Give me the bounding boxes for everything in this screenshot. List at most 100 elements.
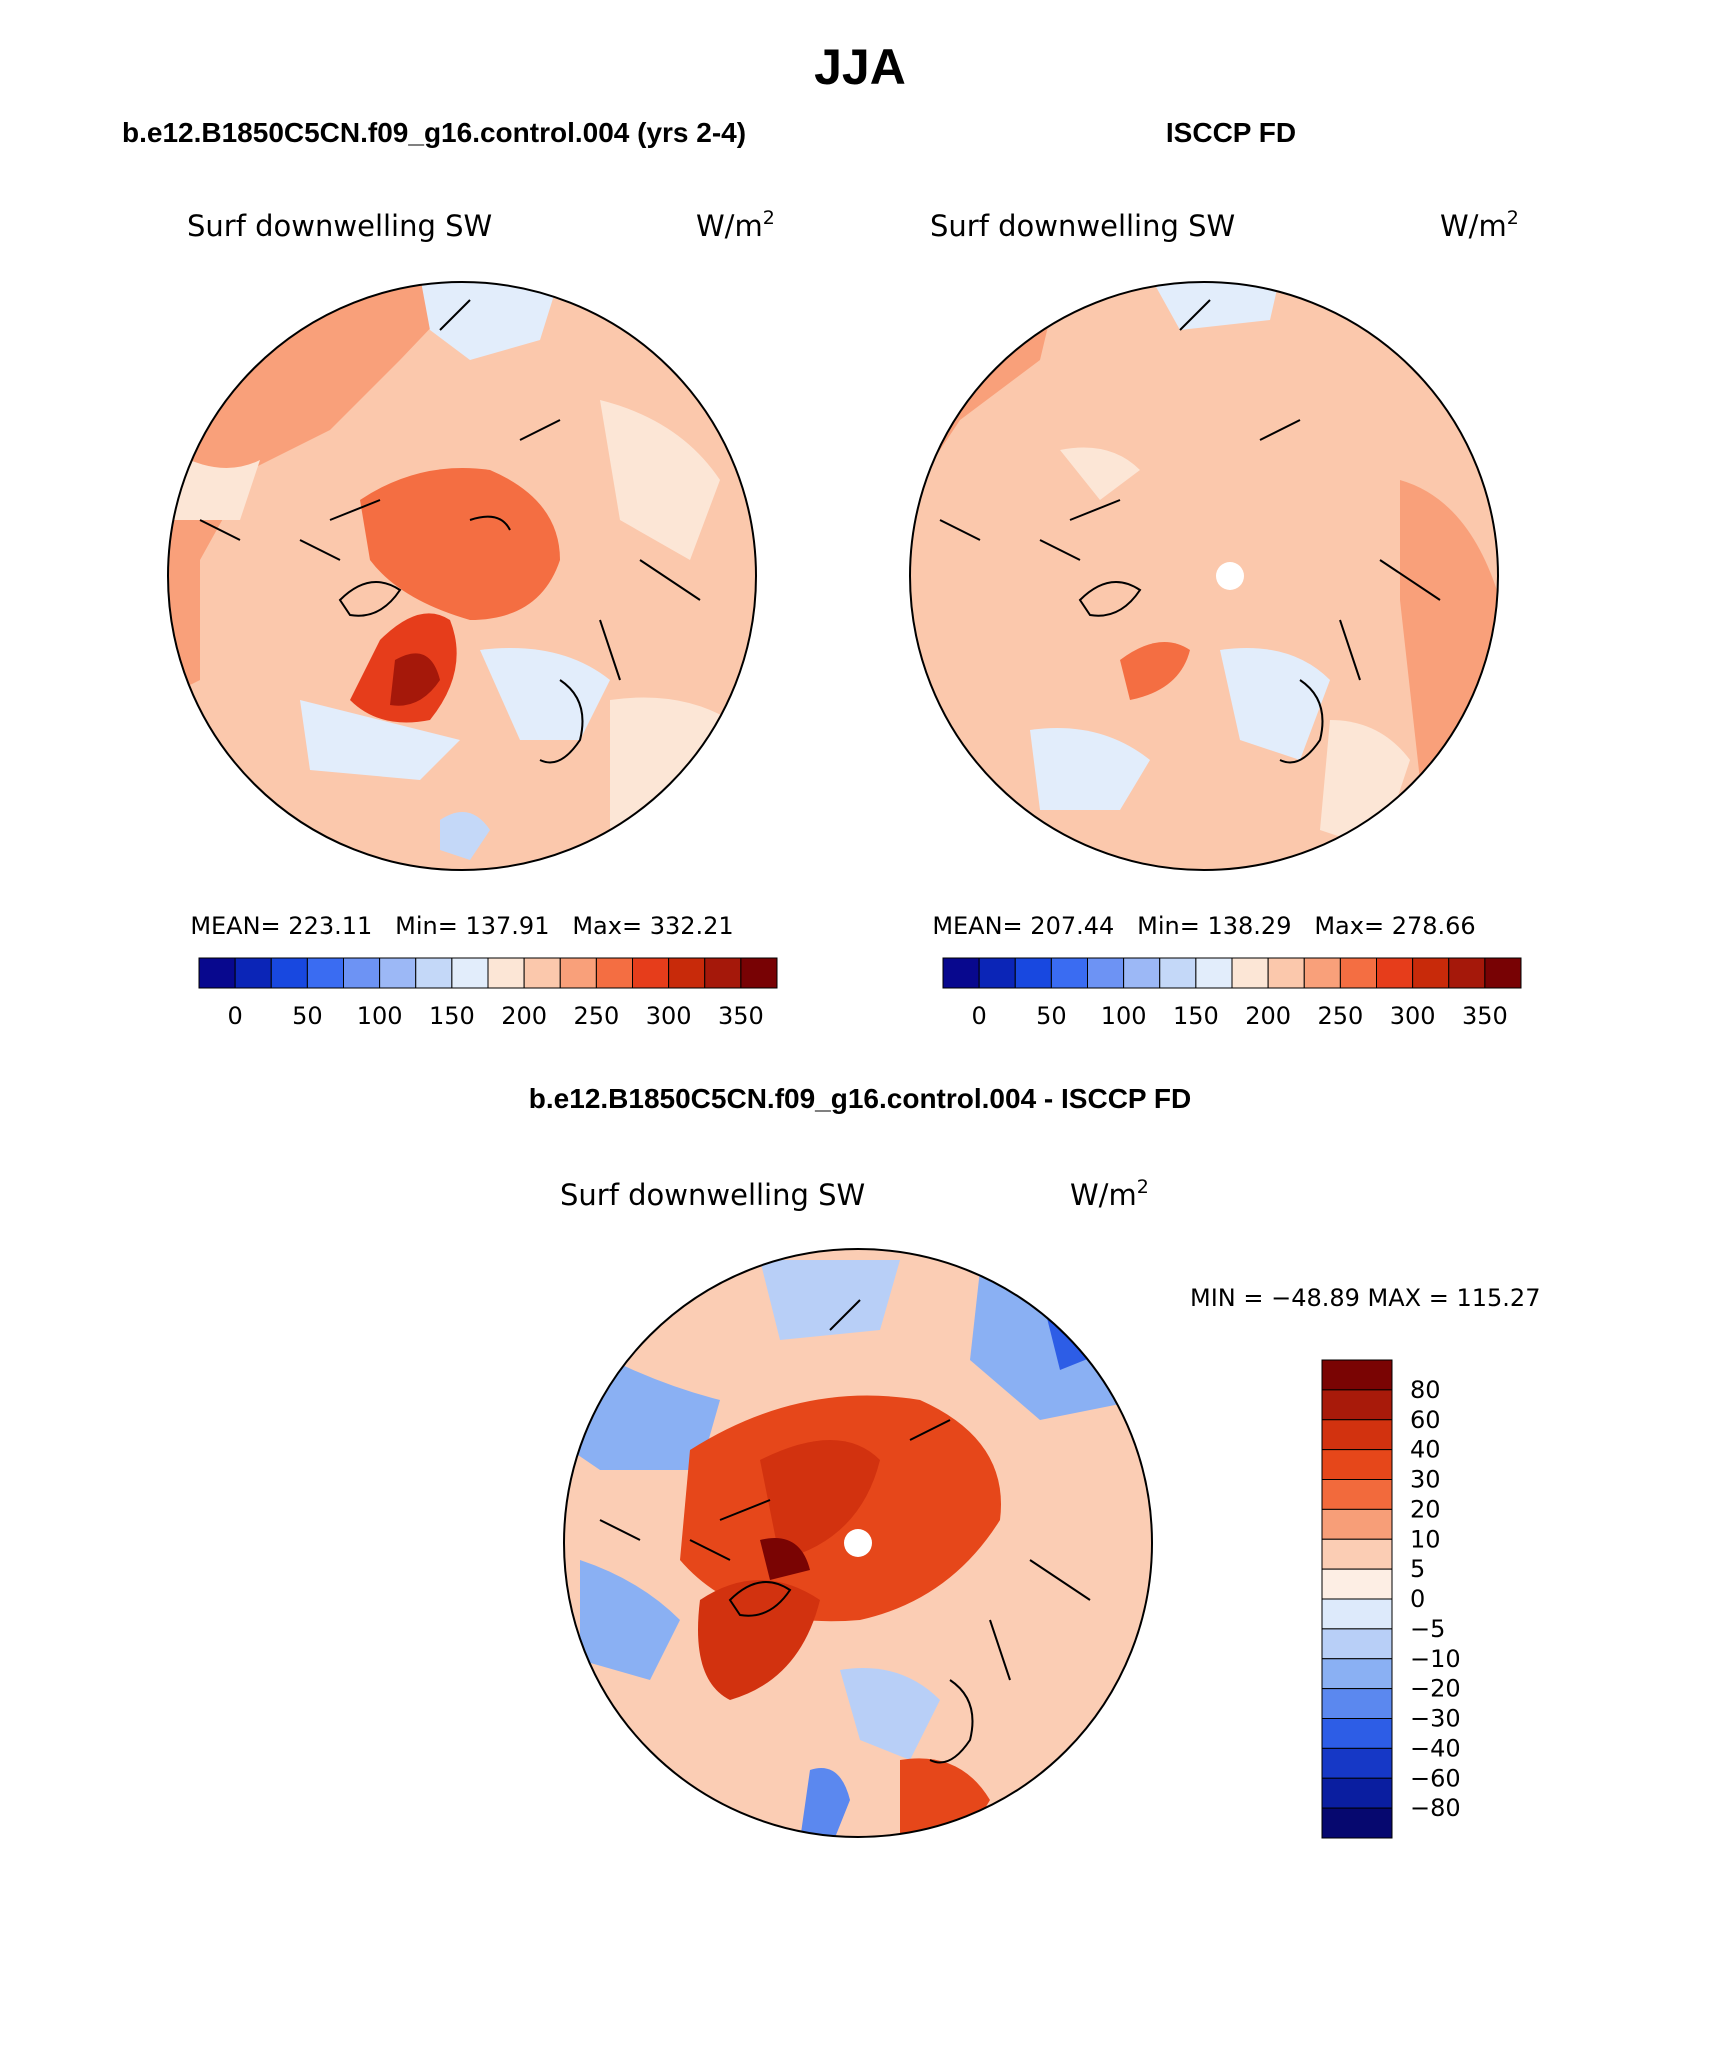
colorbar-swatch <box>1321 1419 1393 1451</box>
panel-diff: b.e12.B1850C5CN.f09_g16.control.004 - IS… <box>529 1083 1540 1839</box>
colorbar-swatch <box>1484 957 1522 989</box>
variable-label: Surf downwelling SW <box>930 209 1235 243</box>
colorbar-swatch <box>1303 957 1341 989</box>
colorbar-tick-label: 300 <box>1390 1002 1436 1030</box>
colorbar-swatch <box>1321 1508 1393 1540</box>
colorbar-tick-label: 5 <box>1410 1555 1425 1583</box>
colorbar-tick-label: 350 <box>718 1002 764 1030</box>
panel-header: ISCCP FD <box>1166 117 1296 148</box>
colorbar-tick-label: 100 <box>357 1002 403 1030</box>
colorbar: 0 50 100 150 200 250 300 350 <box>942 957 1522 1030</box>
colorbar-tick-label: 0 <box>1410 1585 1425 1613</box>
colorbar-swatch <box>1321 1479 1393 1510</box>
colorbar-tick-label: 350 <box>1462 1002 1508 1030</box>
colorbar-swatch <box>1087 957 1125 989</box>
colorbar-tick-label: 80 <box>1410 1376 1441 1404</box>
colorbar-tick-label: 300 <box>646 1002 692 1030</box>
colorbar-swatch <box>523 957 561 989</box>
colorbar-tick-label: 0 <box>971 1002 986 1030</box>
colorbar-tick-label: −20 <box>1410 1675 1461 1703</box>
main-title: JJA <box>814 39 906 95</box>
panel-obs: ISCCP FD Surf downwelling SW W/m2 MEAN= … <box>909 117 1522 1030</box>
colorbar-tick-label: 250 <box>573 1002 619 1030</box>
colorbar-tick-label: 200 <box>501 1002 547 1030</box>
panel-header: b.e12.B1850C5CN.f09_g16.control.004 (yrs… <box>122 117 746 148</box>
colorbar-swatch <box>559 957 597 989</box>
colorbar-swatch <box>978 957 1016 989</box>
colorbar-tick-label: 150 <box>1173 1002 1219 1030</box>
colorbar-swatch <box>1321 1747 1393 1779</box>
polar-map <box>564 1249 1152 1837</box>
colorbar-swatch <box>487 957 525 989</box>
colorbar-swatch <box>1231 957 1269 989</box>
colorbar-tick-label: 50 <box>292 1002 323 1030</box>
colorbar-swatch <box>415 957 453 989</box>
colorbar-tick-label: −5 <box>1410 1615 1445 1643</box>
colorbar-swatch <box>1014 957 1052 989</box>
colorbar-tick-label: 250 <box>1317 1002 1363 1030</box>
colorbar-tick-label: 10 <box>1410 1525 1441 1553</box>
colorbar-tick-label: −10 <box>1410 1645 1461 1673</box>
polar-map <box>910 282 1498 870</box>
colorbar-swatch <box>595 957 633 989</box>
colorbar-swatch <box>1321 1718 1393 1749</box>
colorbar-swatch <box>1159 957 1197 989</box>
variable-label: Surf downwelling SW <box>187 209 492 243</box>
colorbar-swatch <box>1321 1538 1393 1570</box>
colorbar-swatch <box>632 957 670 989</box>
colorbar-swatch <box>1321 1807 1393 1839</box>
colorbar-tick-label: 60 <box>1410 1406 1441 1434</box>
colorbar-swatch <box>1321 1598 1393 1630</box>
colorbar: 0 50 100 150 200 250 300 350 <box>198 957 778 1030</box>
colorbar-tick-label: −30 <box>1410 1705 1461 1733</box>
colorbar-swatch <box>198 957 236 989</box>
colorbar-swatch <box>379 957 417 989</box>
colorbar-swatch <box>1448 957 1486 989</box>
colorbar-swatch <box>234 957 272 989</box>
colorbar-swatch <box>1123 957 1161 989</box>
variable-label: Surf downwelling SW <box>560 1178 865 1212</box>
colorbar-tick-label: 200 <box>1245 1002 1291 1030</box>
colorbar-swatch <box>1321 1658 1393 1690</box>
colorbar-tick-label: 40 <box>1410 1436 1441 1464</box>
units-label: W/m2 <box>1440 207 1519 243</box>
panel-header: b.e12.B1850C5CN.f09_g16.control.004 - IS… <box>529 1083 1191 1114</box>
colorbar-swatch <box>1321 1359 1393 1391</box>
colorbar-swatch <box>1321 1389 1393 1421</box>
minmax-label: MIN = −48.89 MAX = 115.27 <box>1190 1284 1540 1312</box>
colorbar-tick-label: 20 <box>1410 1495 1441 1523</box>
colorbar-swatch <box>1376 957 1414 989</box>
colorbar-swatch <box>704 957 742 989</box>
colorbar-swatch <box>306 957 344 989</box>
colorbar-tick-label: −80 <box>1410 1794 1461 1822</box>
colorbar-swatch <box>1321 1628 1393 1660</box>
colorbar-swatch <box>1339 957 1377 989</box>
stats-label: MEAN= 207.44 Min= 138.29 Max= 278.66 <box>932 912 1475 940</box>
colorbar-swatch <box>1321 1777 1393 1809</box>
colorbar-swatch <box>1412 957 1450 989</box>
colorbar-swatch <box>270 957 308 989</box>
units-label: W/m2 <box>696 207 775 243</box>
colorbar-tick-label: −40 <box>1410 1734 1461 1762</box>
units-label: W/m2 <box>1070 1176 1149 1212</box>
colorbar-swatch <box>1321 1449 1393 1480</box>
colorbar-tick-label: −60 <box>1410 1764 1461 1792</box>
polar-map <box>168 282 756 870</box>
colorbar-swatch <box>1195 957 1233 989</box>
colorbar-swatch <box>1321 1568 1393 1600</box>
colorbar-tick-label: 0 <box>227 1002 242 1030</box>
colorbar-swatch <box>740 957 778 989</box>
colorbar-tick-label: 50 <box>1036 1002 1067 1030</box>
colorbar-swatch <box>1050 957 1088 989</box>
colorbar-swatch <box>343 957 381 989</box>
colorbar-tick-label: 150 <box>429 1002 475 1030</box>
colorbar-swatch <box>451 957 489 989</box>
colorbar-tick-label: 30 <box>1410 1466 1441 1494</box>
colorbar-swatch <box>668 957 706 989</box>
colorbar-swatch <box>942 957 980 989</box>
colorbar-swatch <box>1267 957 1305 989</box>
colorbar-tick-label: 100 <box>1101 1002 1147 1030</box>
stats-label: MEAN= 223.11 Min= 137.91 Max= 332.21 <box>190 912 733 940</box>
